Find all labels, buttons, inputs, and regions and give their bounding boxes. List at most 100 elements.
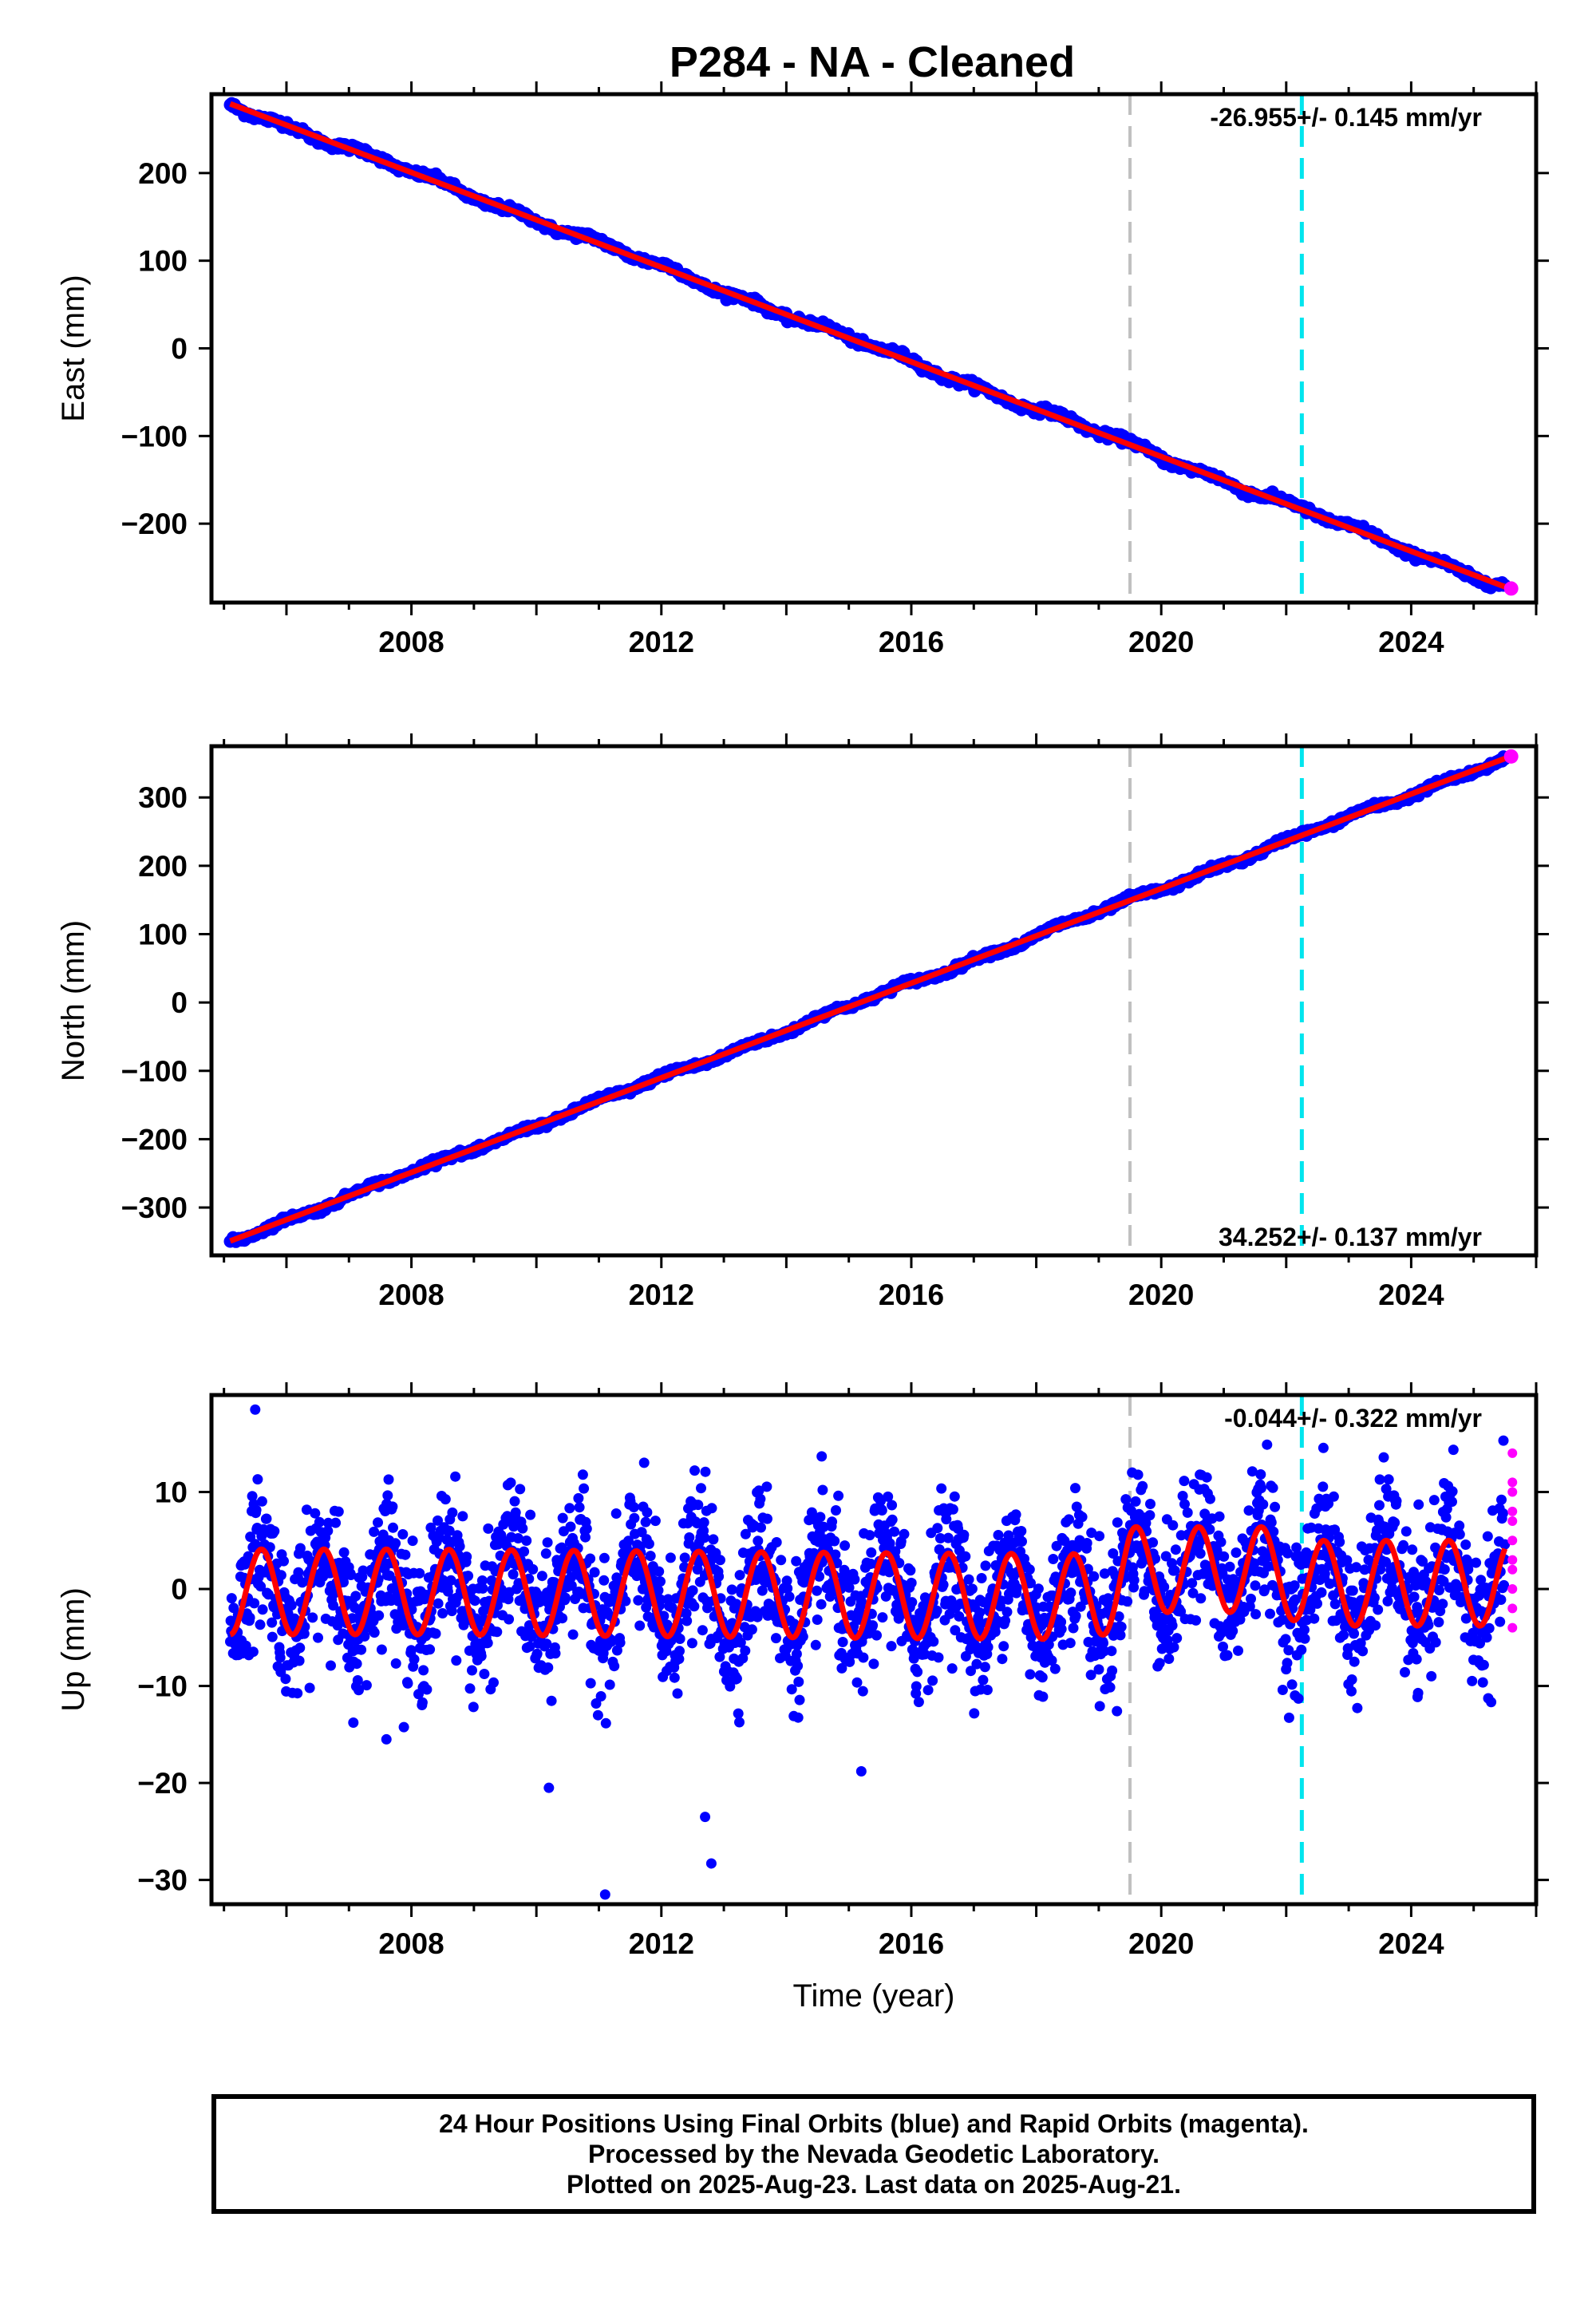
final-orbit-point — [267, 1617, 278, 1628]
final-orbit-point — [1010, 1509, 1021, 1520]
final-orbit-point — [1347, 1585, 1358, 1596]
final-orbit-point — [674, 1646, 685, 1657]
final-orbit-point — [725, 1681, 736, 1692]
final-orbit-point — [1191, 1614, 1202, 1626]
final-orbit-point — [1293, 1693, 1304, 1704]
final-orbit-point — [791, 1555, 802, 1567]
final-orbit-point — [689, 1601, 700, 1612]
final-orbit-point — [1088, 1571, 1100, 1582]
final-orbit-point — [421, 1684, 433, 1695]
rapid-orbit-point — [1507, 1622, 1518, 1633]
x-tick-label: 2012 — [629, 1279, 694, 1311]
final-orbit-point — [469, 1595, 480, 1607]
final-orbit-point — [1482, 1531, 1493, 1542]
final-orbit-point — [531, 1648, 543, 1659]
final-orbit-point — [1352, 1702, 1363, 1713]
final-orbit-point — [433, 1515, 443, 1526]
final-orbit-point — [1250, 1580, 1261, 1591]
final-orbit-point — [1224, 1561, 1235, 1572]
final-orbit-point — [293, 1567, 304, 1578]
final-orbit-point — [851, 1677, 863, 1688]
final-orbit-point — [792, 1712, 804, 1723]
final-orbit-point — [1329, 1599, 1341, 1610]
final-orbit-point — [1195, 1593, 1207, 1604]
final-orbit-point — [815, 1512, 826, 1523]
final-orbit-point — [467, 1665, 477, 1676]
final-orbit-point — [971, 1658, 982, 1670]
final-orbit-point — [359, 1630, 370, 1642]
plot-frame — [209, 744, 1539, 1258]
rapid-orbit-point — [1507, 1564, 1518, 1575]
final-orbit-point — [883, 1491, 894, 1502]
final-orbit-point — [257, 1604, 268, 1615]
x-tick-label: 2016 — [879, 626, 944, 658]
final-orbit-point — [919, 1592, 930, 1603]
final-orbit-point — [1389, 1517, 1400, 1528]
final-orbit-point — [1290, 1594, 1301, 1605]
final-orbit-point — [447, 1507, 458, 1518]
final-orbit-point — [286, 1600, 297, 1611]
final-orbit-point — [1486, 1697, 1497, 1708]
final-orbit-point — [1495, 1616, 1506, 1627]
y-tick-label: −100 — [121, 420, 188, 453]
final-orbit-point — [384, 1570, 395, 1581]
rapid-orbit-point — [1507, 1516, 1518, 1526]
final-orbit-point — [700, 1466, 711, 1477]
final-orbit-point — [752, 1611, 763, 1622]
final-orbit-point — [1349, 1656, 1360, 1667]
final-orbit-point — [816, 1599, 827, 1610]
final-orbit-point — [877, 1612, 888, 1623]
x-tick-label: 2016 — [879, 1927, 944, 1960]
final-orbit-point — [884, 1567, 895, 1578]
final-orbit-point — [746, 1624, 757, 1635]
footer-line-3: Plotted on 2025-Aug-23. Last data on 202… — [567, 2170, 1181, 2199]
final-orbit-point — [244, 1612, 255, 1623]
final-orbit-point — [1137, 1480, 1148, 1492]
y-tick-label: 0 — [171, 333, 188, 366]
final-orbit-point — [629, 1512, 640, 1524]
final-orbit-point — [1116, 1622, 1127, 1632]
final-orbit-point — [1219, 1551, 1230, 1562]
final-orbit-point — [1259, 1584, 1270, 1595]
x-tick-label: 2020 — [1128, 626, 1194, 658]
final-orbit-point — [843, 1582, 855, 1593]
final-orbit-point — [255, 1619, 266, 1630]
final-orbit-point — [740, 1645, 751, 1656]
chart-title: P284 - NA - Cleaned — [670, 38, 1075, 86]
y-tick-label: 0 — [171, 1573, 188, 1606]
y-tick-label: 10 — [155, 1476, 188, 1509]
footer-caption-box: 24 Hour Positions Using Final Orbits (bl… — [211, 2094, 1536, 2214]
final-orbit-point — [1328, 1491, 1339, 1502]
rapid-orbit-point — [1507, 1603, 1518, 1614]
final-orbit-point — [912, 1666, 923, 1678]
final-orbit-point — [1017, 1536, 1027, 1547]
final-orbit-point — [600, 1717, 611, 1729]
final-orbit-point — [684, 1532, 695, 1543]
final-orbit-point — [527, 1563, 539, 1575]
final-orbit-point — [867, 1620, 879, 1631]
final-orbit-point — [445, 1575, 456, 1586]
final-orbit-point — [620, 1595, 631, 1607]
rapid-orbit-point — [1507, 1487, 1518, 1497]
final-orbit-outlier-point — [381, 1733, 392, 1745]
final-orbit-point — [1296, 1644, 1307, 1655]
final-orbit-point — [565, 1521, 576, 1532]
final-orbit-point — [1351, 1562, 1362, 1573]
final-orbit-point — [567, 1629, 579, 1640]
final-orbit-point — [1093, 1664, 1104, 1675]
final-orbit-point — [280, 1674, 291, 1685]
final-orbit-point — [913, 1697, 924, 1708]
rapid-orbit-point — [1507, 1448, 1518, 1458]
final-orbit-point — [833, 1490, 844, 1501]
final-orbit-point — [1094, 1531, 1105, 1542]
final-orbit-point — [1139, 1586, 1150, 1597]
final-orbit-point — [310, 1508, 321, 1519]
final-orbit-point — [604, 1679, 615, 1690]
final-orbit-point — [1233, 1645, 1243, 1656]
final-orbit-point — [653, 1585, 664, 1596]
final-orbit-point — [681, 1608, 692, 1619]
final-orbit-point — [726, 1584, 737, 1595]
final-orbit-point — [890, 1546, 901, 1557]
final-orbit-point — [687, 1585, 698, 1596]
final-orbit-point — [294, 1642, 306, 1654]
